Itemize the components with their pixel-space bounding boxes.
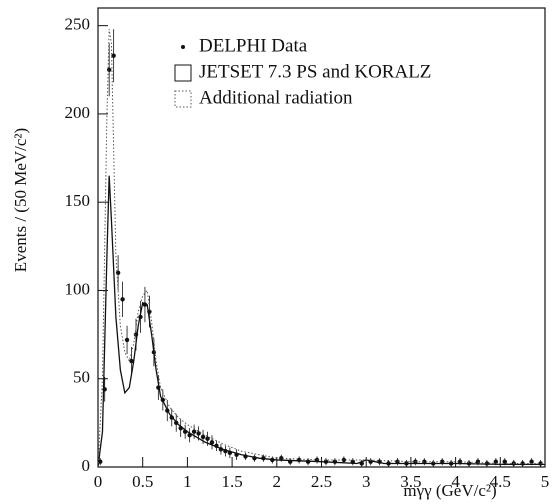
x-tick-label: 0.5 [132,472,153,491]
legend-label: Additional radiation [199,87,353,108]
data-point [279,455,284,461]
x-tick-label: 3.5 [400,472,421,491]
data-point [124,337,130,343]
data-point [200,434,206,440]
data-point [529,459,534,464]
x-tick-label: 1.5 [221,472,242,491]
curve [97,29,545,468]
data-point [191,429,197,434]
data-point [209,440,215,445]
y-tick-label: 200 [65,103,91,122]
legend-marker [174,64,192,82]
data-point [129,358,134,364]
y-tick-label: 0 [82,456,91,475]
x-tick-label: 4.5 [490,472,511,491]
data-point [422,459,427,464]
data-point [341,457,347,463]
data-point [439,459,445,464]
x-tick-label: 1 [183,472,192,491]
x-tick-label: 2 [273,472,282,491]
x-tick-label: 4 [451,472,460,491]
data-point [457,459,463,464]
legend-label: DELPHI Data [199,35,308,56]
data-point [395,459,400,464]
x-tick-label: 2.5 [311,472,332,491]
y-tick-label: 100 [65,279,91,298]
data-point [205,436,210,441]
legend-marker [181,45,185,49]
legend-label: JETSET 7.3 PS and KORALZ [199,61,431,82]
data-point [493,459,499,464]
x-tick-label: 5 [541,472,550,491]
y-tick-label: 50 [73,368,90,387]
data-point [120,297,125,302]
y-tick-label: 150 [65,191,91,210]
curve [97,175,545,468]
data-point [502,459,507,464]
x-tick-label: 3 [362,472,371,491]
y-tick-label: 250 [65,15,91,34]
x-axis-label: mγγ (GeV/c²) [403,481,496,500]
y-axis-label: Events / (50 MeV/c²) [11,128,30,272]
x-tick-label: 0 [94,472,103,491]
data-point [111,53,116,58]
legend-marker [174,90,192,108]
